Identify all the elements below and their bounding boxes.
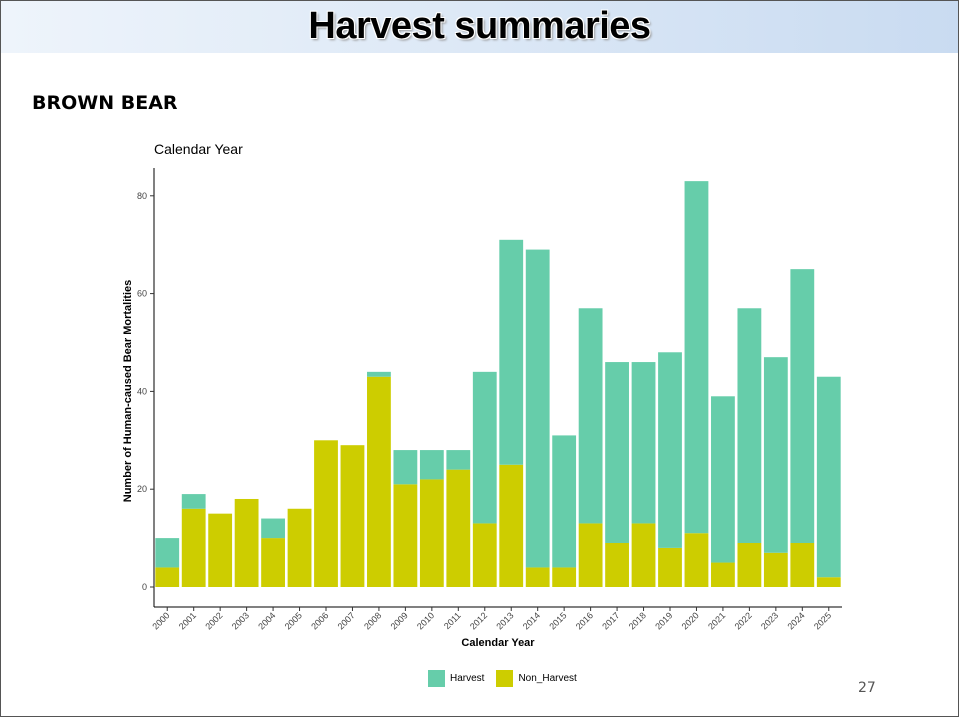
bar-non-harvest-2002 xyxy=(208,513,233,587)
bar-harvest-2018 xyxy=(631,362,656,524)
bar-harvest-2017 xyxy=(605,362,629,543)
x-tick-label-2013: 2013 xyxy=(494,610,515,631)
x-tick-label-2008: 2008 xyxy=(362,610,383,631)
x-tick-label-2014: 2014 xyxy=(521,610,542,631)
legend-label-harvest: Harvest xyxy=(450,672,485,684)
slide-title: Harvest summaries xyxy=(308,5,651,47)
bar-non-harvest-2024 xyxy=(790,542,815,587)
x-axis: 2000 2001 2002 2003 2004 2005 2006 2007 2008 2009… xyxy=(150,606,842,632)
y-tick-label: 40 xyxy=(137,386,147,396)
legend: Harvest Non_Harvest xyxy=(428,668,589,688)
page-number: 27 xyxy=(858,680,876,696)
bar-non-harvest-2015 xyxy=(552,567,577,587)
x-tick-label-2007: 2007 xyxy=(336,610,357,631)
bar-non-harvest-2020 xyxy=(684,533,709,587)
bar-harvest-2019 xyxy=(658,352,682,548)
legend-swatch-harvest xyxy=(428,669,445,687)
x-tick-label-2022: 2022 xyxy=(733,610,754,631)
legend-item-harvest: Harvest xyxy=(428,669,485,687)
title-band: Harvest summaries xyxy=(1,1,958,53)
bar-non-harvest-2012 xyxy=(472,523,497,587)
x-tick-label-2012: 2012 xyxy=(468,610,489,631)
y-tick-label: 20 xyxy=(137,484,147,494)
bar-harvest-2001 xyxy=(181,494,206,509)
x-tick-label-2018: 2018 xyxy=(627,610,648,631)
bar-harvest-2023 xyxy=(763,357,788,553)
x-tick-label-2005: 2005 xyxy=(283,610,304,631)
x-tick-label-2002: 2002 xyxy=(203,610,224,631)
bar-harvest-2010 xyxy=(419,450,444,480)
x-tick-label-2001: 2001 xyxy=(177,610,198,631)
bar-harvest-2025 xyxy=(816,376,841,578)
bar-non-harvest-2013 xyxy=(499,464,524,587)
bar-non-harvest-2017 xyxy=(605,542,629,587)
x-tick-label-2025: 2025 xyxy=(812,610,833,631)
bar-non-harvest-2006 xyxy=(314,440,338,587)
bar-harvest-2012 xyxy=(472,371,497,524)
bar-harvest-2008 xyxy=(367,371,391,377)
bar-non-harvest-2010 xyxy=(419,479,444,587)
x-axis-label: Calendar Year xyxy=(461,637,535,649)
x-tick-label-2021: 2021 xyxy=(706,610,727,631)
x-tick-label-2004: 2004 xyxy=(256,610,277,631)
x-tick-label-2011: 2011 xyxy=(442,610,463,631)
bar-non-harvest-2007 xyxy=(340,445,365,587)
bar-non-harvest-2018 xyxy=(631,523,656,587)
y-tick-label: 60 xyxy=(137,289,147,299)
bar-non-harvest-2022 xyxy=(737,542,762,587)
x-tick-label-2000: 2000 xyxy=(150,610,171,631)
bar-harvest-2013 xyxy=(499,239,524,465)
x-tick-label-2017: 2017 xyxy=(600,610,621,631)
x-tick-label-2023: 2023 xyxy=(759,610,780,631)
bar-non-harvest-2023 xyxy=(763,552,788,587)
bar-harvest-2016 xyxy=(578,308,603,524)
bar-harvest-2009 xyxy=(393,450,418,485)
bar-harvest-2021 xyxy=(711,396,735,563)
bar-non-harvest-2021 xyxy=(711,562,735,587)
bar-harvest-2015 xyxy=(552,435,577,568)
bar-harvest-2014 xyxy=(525,249,550,568)
bar-non-harvest-2008 xyxy=(367,376,391,587)
bar-non-harvest-2000 xyxy=(155,567,180,587)
bar-non-harvest-2019 xyxy=(658,547,682,587)
bar-harvest-2004 xyxy=(261,518,285,539)
bar-non-harvest-2003 xyxy=(234,498,259,587)
bar-non-harvest-2016 xyxy=(578,523,603,587)
bar-harvest-2011 xyxy=(446,450,471,470)
section-label: BROWN BEAR xyxy=(32,92,178,114)
bar-harvest-2020 xyxy=(684,181,709,534)
y-axis: 0 20 40 60 80 xyxy=(137,168,155,607)
y-tick-label: 0 xyxy=(142,582,147,592)
x-tick-label-2024: 2024 xyxy=(785,610,806,631)
bar-non-harvest-2025 xyxy=(816,577,841,587)
bar-harvest-2022 xyxy=(737,308,762,543)
bar-non-harvest-2014 xyxy=(525,567,550,587)
bar-harvest-2000 xyxy=(155,538,180,568)
x-tick-label-2009: 2009 xyxy=(389,610,410,631)
legend-label-non-harvest: Non_Harvest xyxy=(518,672,577,684)
y-tick-label: 80 xyxy=(137,191,147,201)
bars-group xyxy=(155,181,841,587)
y-axis-label: Number of Human-caused Bear Mortalities xyxy=(122,280,134,503)
x-tick-label-2003: 2003 xyxy=(230,610,251,631)
x-tick-label-2015: 2015 xyxy=(547,610,568,631)
x-tick-label-2010: 2010 xyxy=(415,610,436,631)
chart-title: Calendar Year xyxy=(154,141,243,157)
x-tick-label-2019: 2019 xyxy=(653,610,674,631)
bar-harvest-2024 xyxy=(790,269,815,543)
x-tick-label-2006: 2006 xyxy=(309,610,330,631)
x-tick-label-2020: 2020 xyxy=(680,610,701,631)
x-tick-label-2016: 2016 xyxy=(574,610,595,631)
bar-non-harvest-2004 xyxy=(261,538,285,587)
legend-swatch-non-harvest xyxy=(496,669,514,687)
legend-item-non-harvest: Non_Harvest xyxy=(496,669,577,687)
bar-non-harvest-2005 xyxy=(287,508,312,587)
bar-non-harvest-2009 xyxy=(393,484,418,587)
bar-non-harvest-2011 xyxy=(446,469,471,587)
bar-non-harvest-2001 xyxy=(181,508,206,587)
